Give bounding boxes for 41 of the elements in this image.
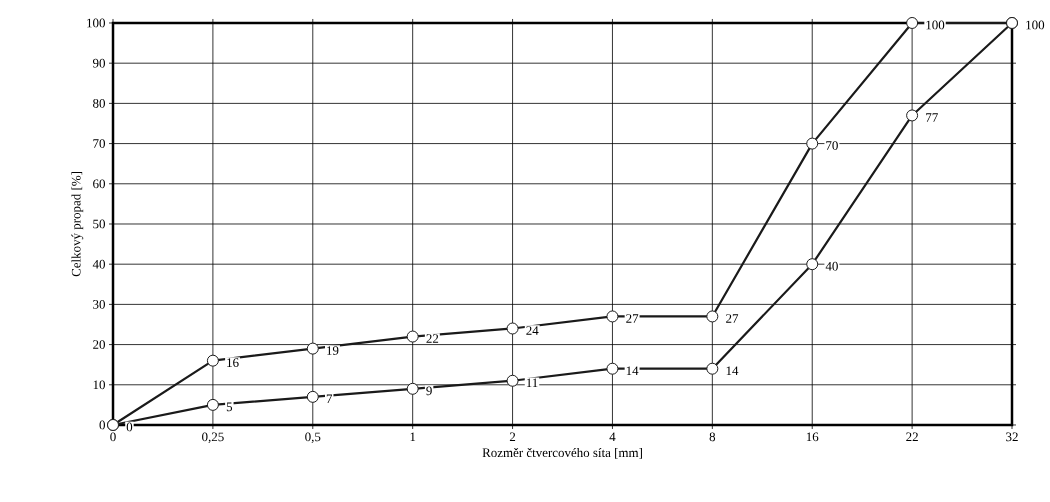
x-tick-label: 1 <box>410 432 416 442</box>
y-tick-label: 50 <box>93 219 105 229</box>
x-tick-label: 0,5 <box>305 432 321 444</box>
y-tick-label: 90 <box>92 58 105 68</box>
y-tick-label: 60 <box>93 179 105 189</box>
data-label: 16 <box>227 358 239 368</box>
y-axis-title: Celkový propad [%] <box>71 172 84 277</box>
data-label: 9 <box>426 386 432 396</box>
data-label: 19 <box>327 346 339 355</box>
data-label: 27 <box>626 314 639 323</box>
y-tick-label: 80 <box>93 99 105 108</box>
data-label: 100 <box>1026 20 1045 30</box>
y-tick-label: 40 <box>92 259 105 269</box>
data-label: 5 <box>226 402 233 412</box>
y-tick-label: 0 <box>99 420 105 430</box>
y-tick-label: 10 <box>93 380 105 390</box>
data-label: 22 <box>426 334 439 343</box>
x-axis-title: Rozměr čtvercového síta [mm] <box>482 447 642 459</box>
data-label: 7 <box>326 394 333 404</box>
x-tick-label: 2 <box>509 432 516 442</box>
data-label: 14 <box>726 366 739 375</box>
x-tick-label: 16 <box>806 432 819 442</box>
data-label: 27 <box>726 314 739 323</box>
x-tick-label: 4 <box>609 432 616 442</box>
data-label: 100 <box>926 20 945 30</box>
x-tick-label: 22 <box>906 432 918 442</box>
data-label: 0 <box>126 422 133 432</box>
data-label: 24 <box>526 326 539 335</box>
data-label: 70 <box>826 141 838 150</box>
x-tick-label: 32 <box>1006 432 1018 442</box>
x-tick-label: 8 <box>709 432 716 442</box>
y-tick-label: 30 <box>93 300 105 309</box>
y-tick-label: 100 <box>87 18 105 28</box>
data-label: 14 <box>626 366 639 375</box>
data-label: 11 <box>526 378 538 388</box>
y-tick-label: 70 <box>93 139 105 148</box>
y-tick-label: 20 <box>93 340 105 349</box>
x-tick-label: 0,25 <box>202 432 224 444</box>
x-tick-label: 0 <box>110 432 116 442</box>
data-label: 77 <box>926 113 938 122</box>
data-label: 40 <box>825 261 838 271</box>
